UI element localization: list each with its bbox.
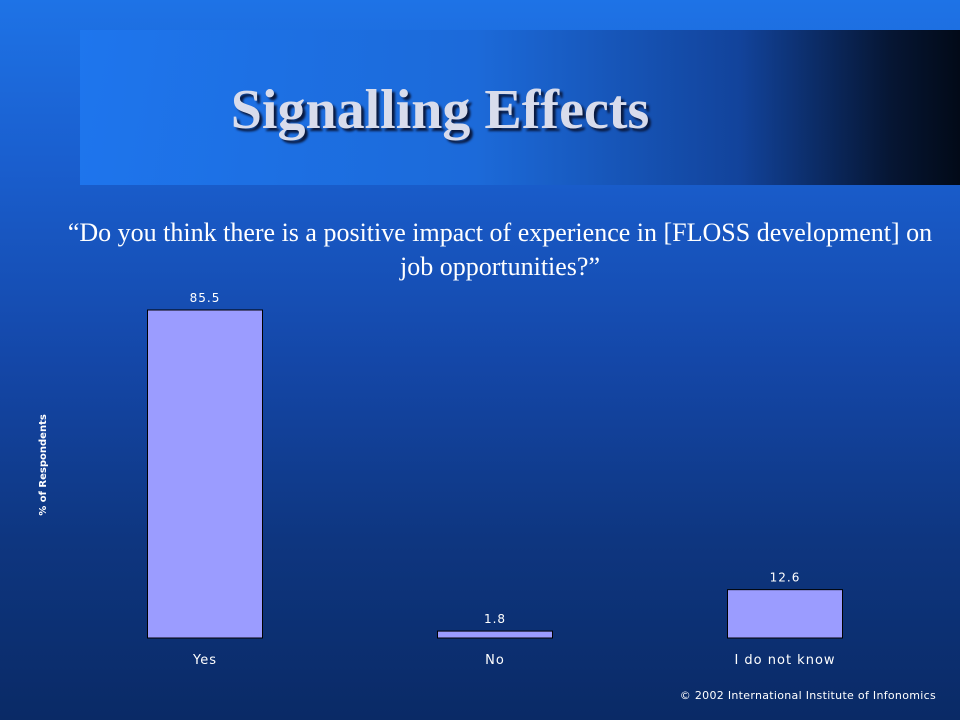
x-tick-label-no: No — [485, 653, 505, 668]
value-label-yes: 85.5 — [190, 291, 221, 305]
value-label-no: 1.8 — [484, 612, 506, 626]
title-band — [80, 30, 960, 185]
bar-yes — [147, 309, 263, 639]
value-label-i-do-not-know: 12.6 — [770, 571, 801, 585]
x-tick-label-yes: Yes — [192, 653, 217, 668]
copyright-notice: © 2002 International Institute of Infono… — [679, 689, 936, 702]
labels-layer: 85.5 Yes 1.8 No 12.6 I do not know — [190, 291, 835, 668]
bars-layer — [147, 309, 843, 639]
bar-i-do-not-know — [727, 589, 843, 639]
slide-title: Signalling Effects — [230, 79, 650, 141]
bar-no — [437, 630, 553, 639]
y-axis-label: % of Respondents — [38, 414, 49, 516]
survey-question: “Do you think there is a positive impact… — [67, 218, 933, 281]
x-tick-label-i-do-not-know: I do not know — [734, 653, 835, 668]
